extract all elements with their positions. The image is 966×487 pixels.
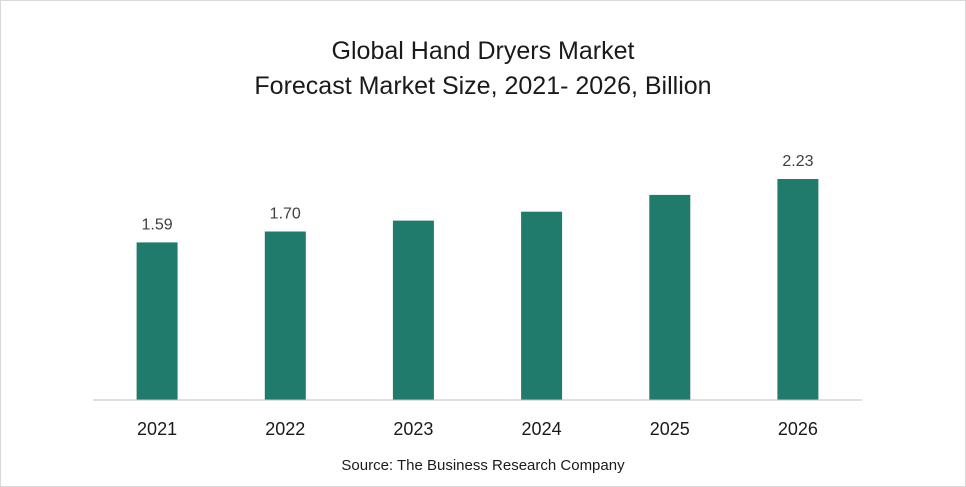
data-label-2021: 1.59 xyxy=(142,216,173,233)
data-labels-group: 1.59 1.70 2.23 xyxy=(142,153,814,233)
bar-2023 xyxy=(392,220,434,400)
data-label-2026: 2.23 xyxy=(782,153,813,170)
source-note: Source: The Business Research Company xyxy=(341,457,625,474)
x-tick-label-2023: 2023 xyxy=(393,419,433,439)
x-tick-label-2024: 2024 xyxy=(522,419,562,439)
bars-group xyxy=(136,179,819,400)
chart-title-line-1: Global Hand Dryers Market xyxy=(332,37,635,65)
x-tick-label-2025: 2025 xyxy=(650,419,690,439)
x-tick-label-2026: 2026 xyxy=(778,419,818,439)
bar-2022 xyxy=(264,231,306,400)
data-label-2022: 1.70 xyxy=(270,206,301,223)
bar-2021 xyxy=(136,242,178,400)
bar-2024 xyxy=(521,211,563,400)
chart-title-line-2: Forecast Market Size, 2021- 2026, Billio… xyxy=(254,72,711,100)
x-tick-label-2021: 2021 xyxy=(137,419,177,439)
x-tick-labels-group: 2021 2022 2023 2024 2025 2026 xyxy=(137,419,818,439)
bar-2026 xyxy=(777,179,819,400)
x-tick-label-2022: 2022 xyxy=(265,419,305,439)
bar-2025 xyxy=(649,194,691,400)
